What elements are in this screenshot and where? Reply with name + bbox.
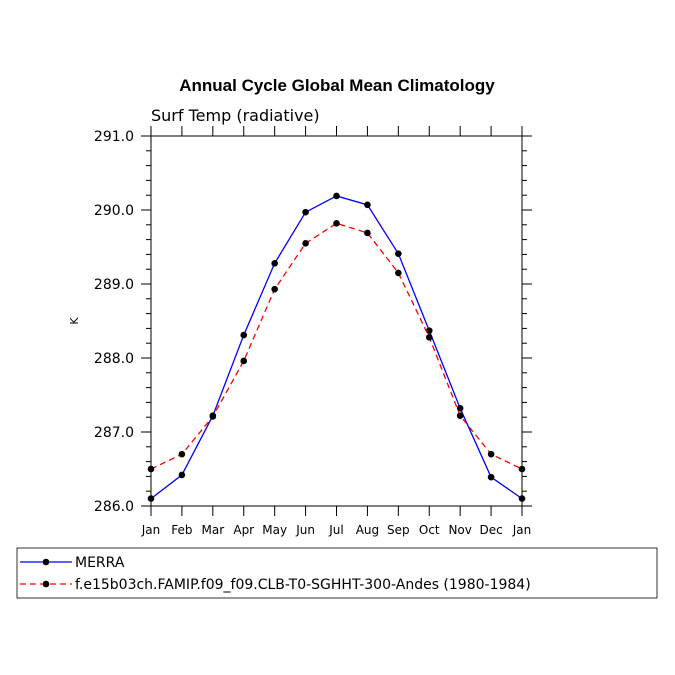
y-tick-label: 288.0 bbox=[94, 351, 134, 367]
x-tick-label: Mar bbox=[202, 523, 225, 537]
series-1-point bbox=[487, 473, 495, 481]
x-tick-label: Jul bbox=[328, 523, 343, 537]
series-line-2 bbox=[150, 222, 523, 470]
legend-label-1: MERRA bbox=[75, 555, 125, 571]
series-2-point bbox=[487, 450, 495, 458]
y-tick-label: 291.0 bbox=[94, 129, 134, 145]
x-tick-label: Jun bbox=[295, 523, 315, 537]
x-tick-label: Dec bbox=[479, 523, 502, 537]
series-2-point bbox=[240, 357, 248, 365]
series-2-point bbox=[302, 240, 309, 247]
chart-title: Annual Cycle Global Mean Climatology bbox=[179, 76, 495, 95]
legend-marker-2 bbox=[42, 580, 50, 588]
x-axis-ticks: Jan Feb Mar Apr May Jun Jul Aug Sep Oct Nov Dec Jan bbox=[141, 126, 532, 537]
series-1-point bbox=[456, 405, 464, 412]
series-1-point bbox=[147, 495, 155, 502]
series-1-point bbox=[271, 259, 278, 267]
series-1-point bbox=[333, 192, 340, 200]
legend-box bbox=[16, 547, 658, 599]
series-2-point bbox=[147, 465, 155, 473]
series-2-point bbox=[518, 465, 526, 473]
x-tick-label: Jan bbox=[512, 523, 532, 537]
series-1-point bbox=[395, 250, 402, 257]
series-layer bbox=[147, 192, 526, 502]
plot-frame bbox=[150, 135, 523, 507]
series-1-point bbox=[518, 495, 526, 502]
y-tick-label: 286.0 bbox=[94, 499, 134, 515]
x-tick-label: Sep bbox=[387, 523, 410, 537]
series-2-point bbox=[425, 333, 433, 341]
series-2-point bbox=[209, 413, 217, 420]
x-tick-label: Oct bbox=[419, 523, 440, 537]
legend-marker-1 bbox=[42, 558, 50, 566]
series-line-1 bbox=[150, 195, 523, 500]
legend: MERRA f.e15b03ch.FAMIP.f09_f09.CLB-T0-SGH… bbox=[16, 547, 658, 599]
x-tick-label: Feb bbox=[171, 523, 192, 537]
series-2-point bbox=[364, 229, 371, 237]
x-tick-label: Jan bbox=[141, 523, 161, 537]
x-tick-label: Aug bbox=[356, 523, 379, 537]
y-axis-ticks: 286.0 287.0 288.0 289.0 290.0 291.0 bbox=[94, 129, 532, 515]
series-1-point bbox=[425, 327, 433, 334]
legend-label-2: f.e15b03ch.FAMIP.f09_f09.CLB-T0-SGHHT-30… bbox=[75, 577, 531, 593]
series-2-point bbox=[456, 412, 464, 420]
x-tick-label: Apr bbox=[233, 523, 254, 537]
x-tick-label: Nov bbox=[448, 523, 471, 537]
chart-subtitle: Surf Temp (radiative) bbox=[151, 106, 320, 125]
x-tick-label: May bbox=[262, 523, 287, 537]
y-tick-label: 289.0 bbox=[94, 277, 134, 293]
series-2-point bbox=[395, 269, 402, 277]
series-1-point bbox=[240, 331, 248, 339]
series-1-point bbox=[302, 208, 309, 216]
series-1-point bbox=[364, 201, 371, 209]
series-2-point bbox=[271, 285, 278, 293]
series-1-point bbox=[178, 471, 186, 479]
series-2-point bbox=[178, 450, 186, 458]
y-tick-label: 287.0 bbox=[94, 425, 134, 441]
series-2-point bbox=[333, 220, 340, 227]
y-axis-label: K bbox=[68, 317, 81, 325]
y-tick-label: 290.0 bbox=[94, 203, 134, 219]
